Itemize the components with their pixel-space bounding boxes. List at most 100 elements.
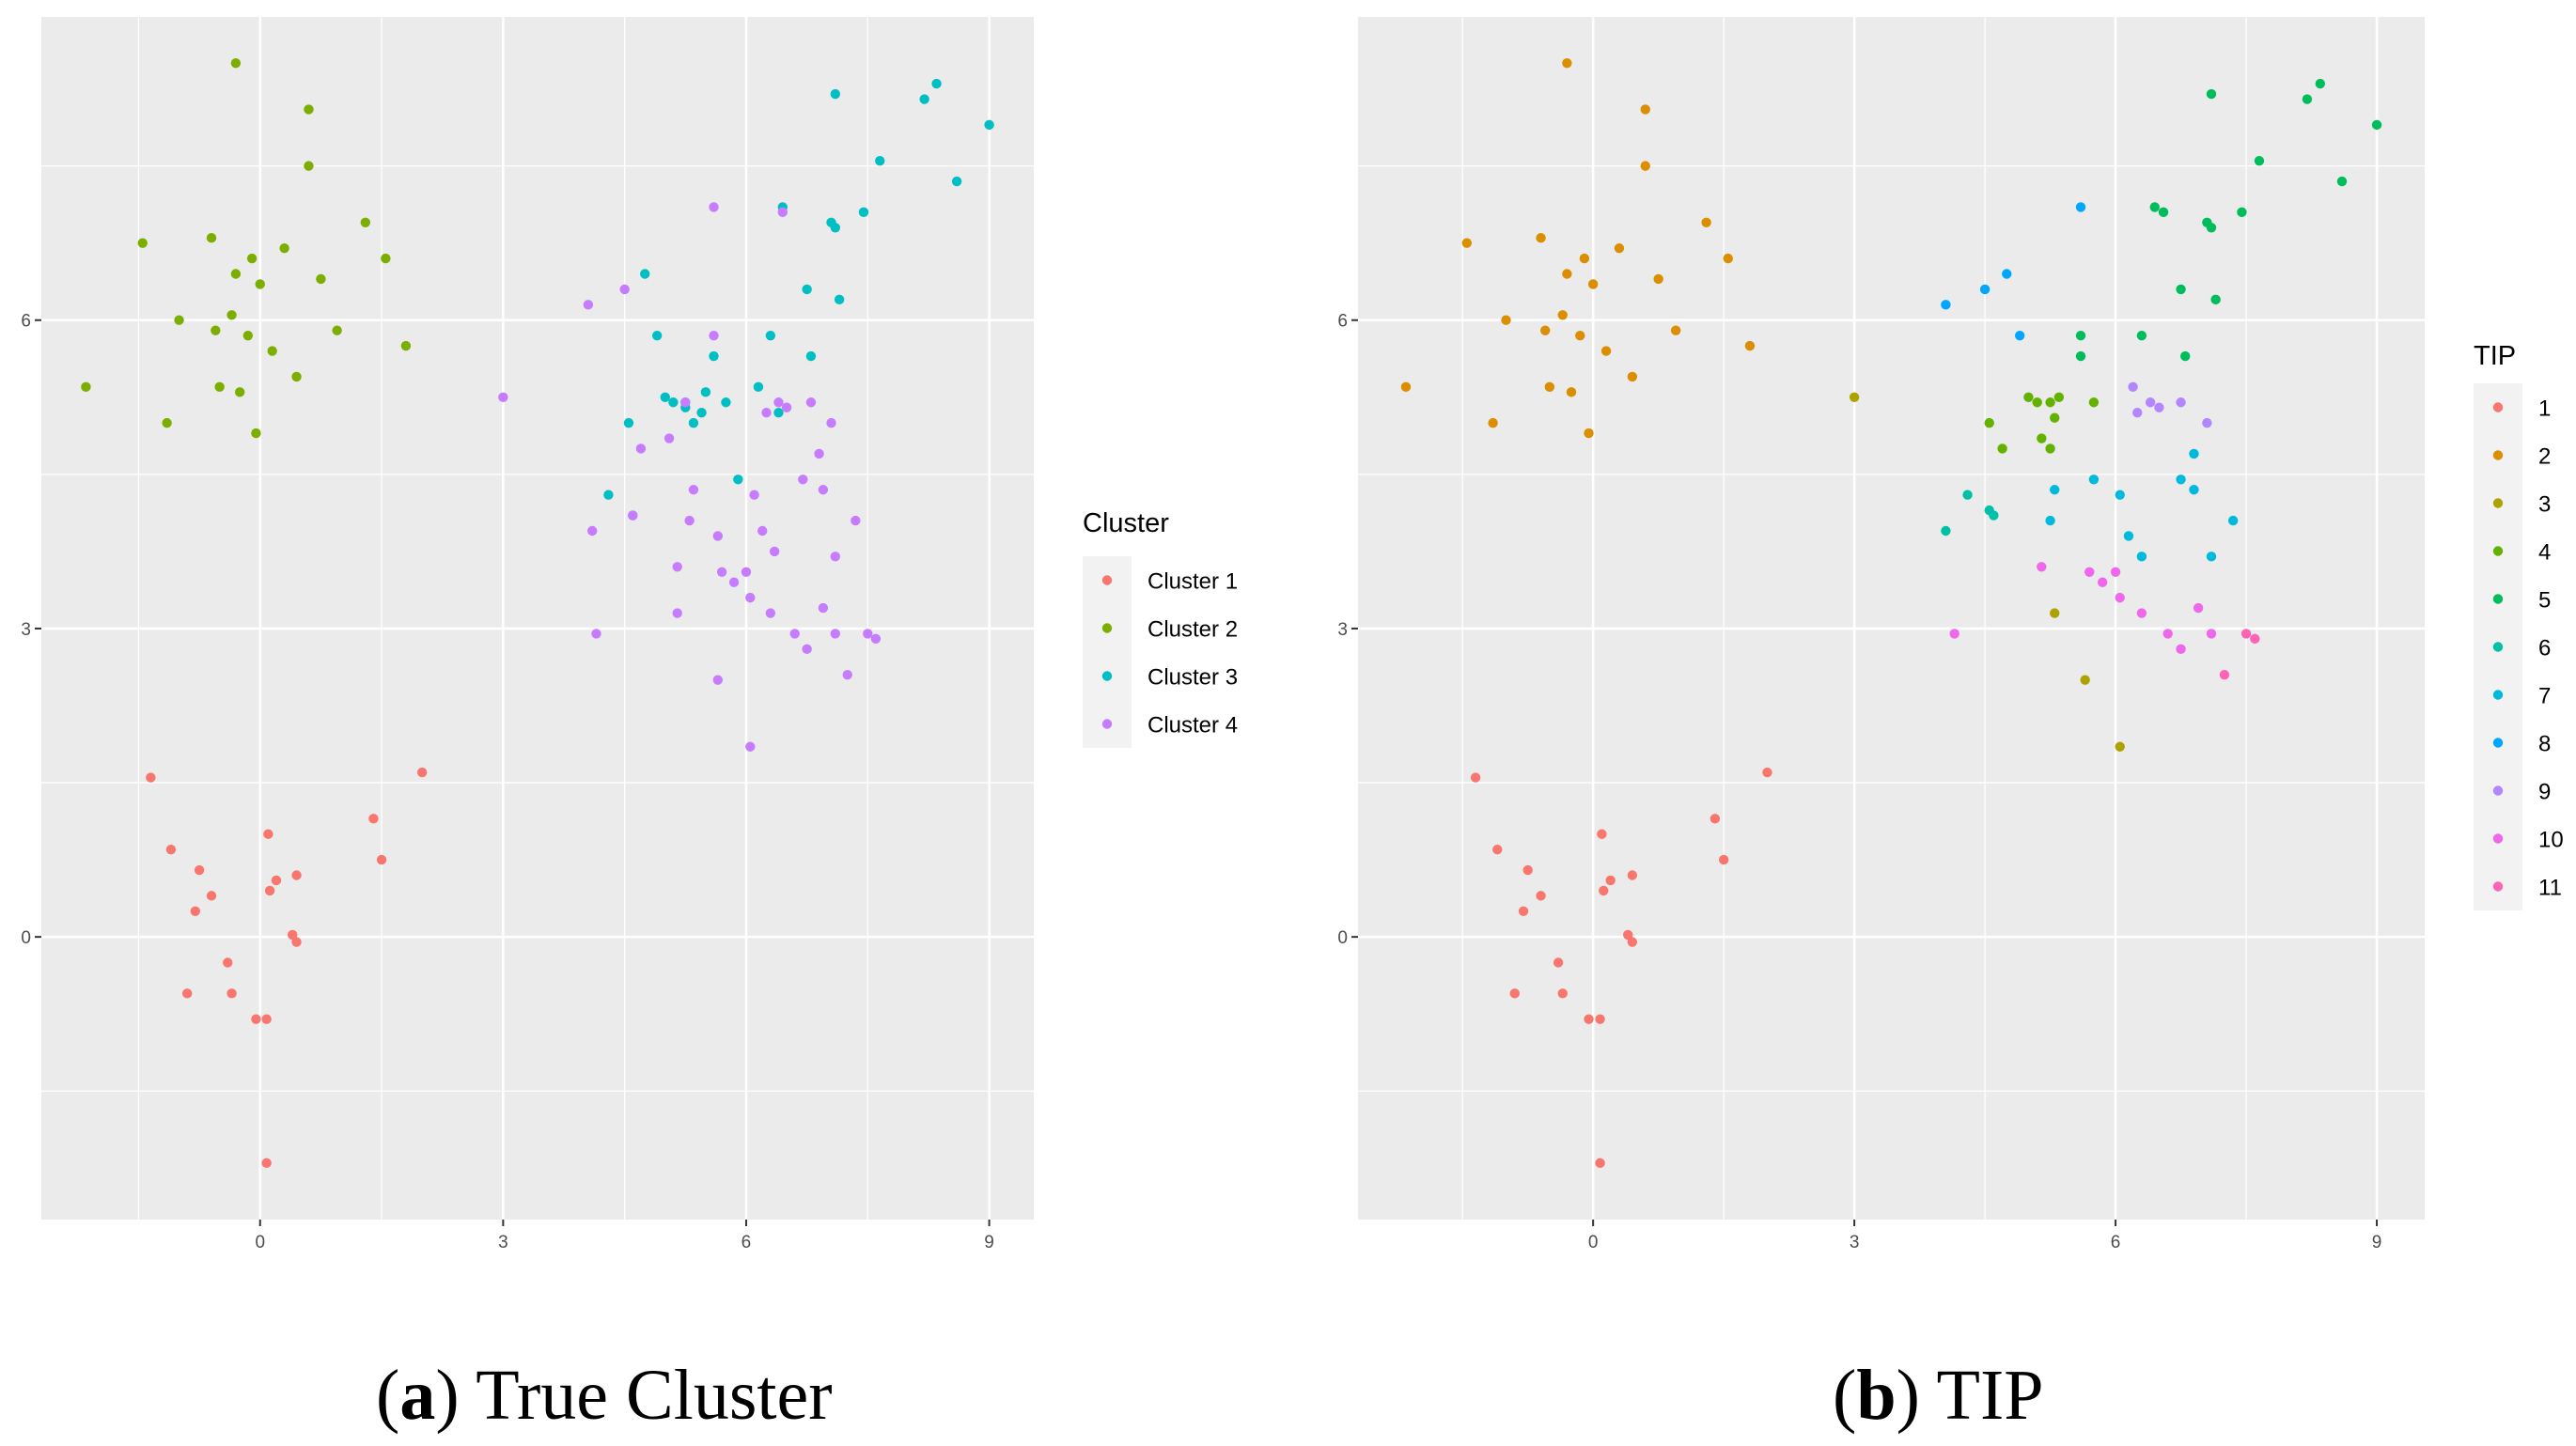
legend-a: Cluster Cluster 1 Cluster 2 Cluster 3 Clust… <box>1083 508 1238 748</box>
point-b-7 <box>2227 515 2239 526</box>
point-b-2 <box>1701 217 1711 228</box>
point-b-3 <box>1849 392 1860 402</box>
point-b-4 <box>2023 392 2034 402</box>
legend-dot-a <box>1101 671 1113 681</box>
point-b-5 <box>2075 330 2086 341</box>
legend-label-a: Cluster 4 <box>1147 713 1238 739</box>
point-b-2 <box>1400 381 1412 393</box>
point-a-cluster-1 <box>251 1014 261 1024</box>
point-b-1 <box>1710 814 1721 824</box>
point-b-5 <box>2176 284 2186 295</box>
point-b-2 <box>1501 315 1511 325</box>
point-b-1 <box>1557 988 1568 999</box>
caption-b-tag: b <box>1856 1356 1896 1435</box>
point-a-cluster-2 <box>206 233 217 243</box>
point-b-7 <box>2115 490 2125 500</box>
y-tick-label: 6 <box>21 312 31 332</box>
point-a-cluster-1 <box>190 906 200 916</box>
point-a-cluster-4 <box>818 485 829 495</box>
point-a-cluster-3 <box>802 284 812 295</box>
point-b-5 <box>2075 350 2086 362</box>
point-a-cluster-4 <box>777 207 788 218</box>
legend-dot-b <box>2492 546 2504 556</box>
point-a-cluster-4 <box>498 392 508 402</box>
point-b-1 <box>1518 906 1529 916</box>
point-a-cluster-1 <box>181 988 193 999</box>
y-tick-label: 0 <box>21 928 31 948</box>
point-b-8 <box>2075 202 2086 212</box>
legend-dot-b <box>2492 881 2504 892</box>
point-b-1 <box>1553 957 1564 968</box>
point-b-1 <box>1595 1158 1605 1169</box>
point-a-cluster-4 <box>818 602 829 614</box>
legend-dot-b <box>2492 785 2504 796</box>
point-b-7 <box>2136 552 2147 562</box>
point-b-7 <box>2045 515 2055 526</box>
point-b-5 <box>2336 176 2348 187</box>
point-a-cluster-3 <box>765 330 776 341</box>
point-b-10 <box>2176 644 2186 655</box>
point-b-5 <box>2254 155 2265 166</box>
point-b-1 <box>1718 854 1729 865</box>
point-a-cluster-4 <box>635 443 647 454</box>
point-a-cluster-3 <box>875 155 885 166</box>
point-a-cluster-2 <box>279 242 289 254</box>
point-a-cluster-2 <box>226 310 237 320</box>
point-a-cluster-4 <box>769 546 780 557</box>
legend-dot-a <box>1101 575 1113 585</box>
point-b-4 <box>2053 392 2065 402</box>
point-b-1 <box>1536 891 1546 901</box>
point-a-cluster-4 <box>591 629 601 639</box>
point-b-9 <box>2145 397 2156 408</box>
point-b-9 <box>2202 417 2212 428</box>
point-a-cluster-4 <box>789 629 800 639</box>
caption-b-text: TIP <box>1937 1356 2044 1435</box>
point-a-cluster-3 <box>709 350 719 362</box>
point-b-8 <box>1941 300 1951 310</box>
point-b-10 <box>2206 629 2217 639</box>
point-a-cluster-2 <box>291 371 302 382</box>
point-b-1 <box>1584 1014 1594 1024</box>
point-b-9 <box>2154 402 2164 412</box>
point-a-cluster-3 <box>733 474 743 485</box>
point-b-2 <box>1562 58 1572 69</box>
point-a-cluster-3 <box>984 119 994 131</box>
point-a-cluster-4 <box>712 675 724 685</box>
point-b-10 <box>2037 562 2047 572</box>
point-a-cluster-1 <box>291 870 302 880</box>
x-tick-label: 6 <box>742 1233 752 1252</box>
point-a-cluster-4 <box>773 397 784 408</box>
y-tick-label: 3 <box>21 620 31 640</box>
point-b-10 <box>2115 592 2125 603</box>
point-b-1 <box>1627 870 1638 880</box>
point-b-1 <box>1605 875 1616 886</box>
point-a-cluster-2 <box>304 161 314 171</box>
point-a-cluster-4 <box>709 202 719 212</box>
point-a-cluster-2 <box>174 315 184 325</box>
point-b-2 <box>1600 346 1612 356</box>
caption-a: (a) True Cluster <box>376 1356 833 1435</box>
x-tick-label: 6 <box>2111 1233 2121 1252</box>
point-b-11 <box>2250 633 2260 645</box>
point-a-cluster-4 <box>709 330 719 341</box>
legend-dot-b <box>2492 690 2504 700</box>
point-a-cluster-4 <box>781 402 792 412</box>
point-b-4 <box>2045 443 2055 454</box>
point-a-cluster-4 <box>672 608 682 618</box>
point-b-5 <box>2206 223 2217 233</box>
point-a-cluster-3 <box>688 417 699 428</box>
point-b-6 <box>1962 490 1973 500</box>
legend-label-b: 1 <box>2538 396 2551 422</box>
point-b-1 <box>1509 988 1520 999</box>
point-b-2 <box>1640 104 1650 115</box>
point-b-2 <box>1653 273 1663 285</box>
point-a-cluster-1 <box>416 767 428 778</box>
point-a-cluster-2 <box>316 273 326 285</box>
point-a-cluster-1 <box>165 844 177 855</box>
point-b-5 <box>2206 88 2217 100</box>
point-b-1 <box>1597 829 1607 839</box>
panel-b: 0 3 6 9 0 3 6 TIP 1 2 3 4 5 6 7 8 9 10 11 (b) TIP <box>1337 17 2564 1435</box>
point-b-9 <box>2176 397 2186 408</box>
point-a-cluster-3 <box>805 350 817 362</box>
point-a-cluster-2 <box>214 381 225 393</box>
